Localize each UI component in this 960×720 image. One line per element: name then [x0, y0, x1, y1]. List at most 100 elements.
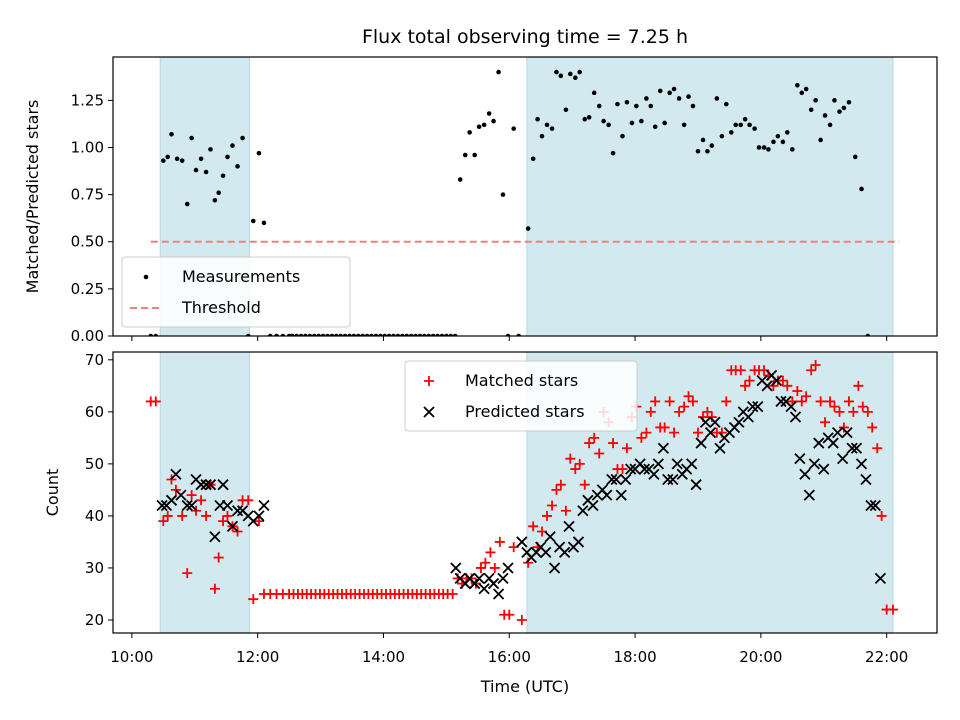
- measurements-point: [184, 201, 190, 207]
- x-tick-label: 10:00: [110, 648, 153, 666]
- measurements-point: [511, 126, 516, 131]
- matched-stars-point: [862, 406, 873, 417]
- y-tick-label: 0.00: [71, 327, 104, 345]
- matched-stars-point: [201, 510, 212, 521]
- matched-stars-point: [480, 557, 491, 568]
- measurements-point: [535, 116, 540, 122]
- measurements-point: [235, 164, 240, 169]
- matched-stars-point: [740, 380, 751, 391]
- matched-stars-point: [608, 438, 619, 449]
- matched-stars-point: [196, 495, 207, 506]
- y-tick-label: 60: [85, 403, 104, 421]
- matched-stars-point: [664, 396, 675, 407]
- predicted-stars-point: [648, 468, 660, 480]
- predicted-stars-point: [695, 437, 707, 449]
- y-tick-label: 40: [85, 507, 104, 525]
- matched-stars-point: [158, 516, 169, 527]
- measurements-point: [652, 124, 658, 130]
- measurements-point: [690, 103, 696, 109]
- matched-stars-point: [508, 542, 519, 553]
- matched-stars-point: [887, 604, 898, 615]
- measurements-point: [208, 147, 213, 152]
- matched-stars-point: [687, 396, 698, 407]
- measurements-point: [203, 169, 209, 175]
- predicted-stars-point: [540, 546, 552, 558]
- matched-stars-point: [674, 406, 685, 417]
- bottom-panel: 20 30 40 50 60 70 10:00 12:00 14:00 16:00 18:00 20:…: [43, 351, 938, 666]
- matched-stars-point: [186, 490, 197, 501]
- matched-stars-point: [523, 557, 534, 568]
- measurements-point: [610, 150, 616, 156]
- matched-stars-point: [542, 510, 553, 521]
- legend-label: Measurements: [182, 267, 300, 286]
- matched-stars-point: [560, 505, 571, 516]
- matched-stars-point: [494, 536, 505, 547]
- measurements-point: [591, 90, 597, 96]
- predicted-stars-point: [699, 416, 712, 428]
- measurements-point: [695, 148, 701, 154]
- matched-stars-point: [447, 588, 458, 599]
- predicted-stars-point: [181, 499, 193, 512]
- predicted-stars-point: [170, 468, 182, 480]
- predicted-stars-point: [544, 531, 556, 543]
- y-tick-label: 0.25: [71, 280, 104, 298]
- matched-stars-point: [857, 401, 868, 412]
- measurements-point: [549, 126, 555, 131]
- measurements-point: [841, 105, 847, 111]
- measurements-point: [629, 120, 635, 126]
- matched-stars-point: [735, 365, 746, 376]
- predicted-stars-point: [818, 463, 830, 475]
- measurements-point: [803, 86, 809, 92]
- matched-stars-point: [810, 360, 821, 371]
- matched-stars-point: [834, 406, 845, 417]
- matched-stars-point: [617, 464, 628, 475]
- matched-stars-point: [177, 510, 188, 521]
- measurements-point: [686, 94, 691, 99]
- y-tick-label: 70: [85, 351, 104, 369]
- predicted-stars-point: [813, 437, 825, 449]
- matched-stars-point: [536, 526, 547, 537]
- measurements-point: [230, 143, 235, 148]
- predicted-stars-point: [502, 562, 514, 574]
- measurements-point: [476, 124, 482, 130]
- matched-stars-point: [645, 406, 656, 417]
- predicted-stars-point: [204, 479, 217, 491]
- measurements-point: [766, 147, 771, 152]
- y-tick-label: 50: [85, 455, 104, 473]
- predicted-stars-point: [625, 463, 637, 475]
- measurements-point: [784, 130, 790, 135]
- predicted-stars-point: [770, 374, 783, 387]
- predicted-stars-point: [808, 458, 820, 470]
- measurements-point: [582, 116, 588, 122]
- y-tick-label: 30: [85, 559, 104, 577]
- matched-stars-point: [209, 583, 220, 594]
- measurements-point: [733, 122, 739, 128]
- predicted-stars-point: [200, 479, 212, 491]
- matched-stars-point: [579, 479, 590, 490]
- matched-stars-point: [516, 614, 527, 625]
- predicted-stars-point: [865, 499, 877, 512]
- legend-label: Predicted stars: [465, 402, 585, 421]
- measurements-point: [212, 197, 218, 203]
- measurements-point: [624, 99, 630, 105]
- predicted-stars-point: [709, 416, 721, 428]
- matched-stars-point: [574, 458, 585, 469]
- measurements-point: [558, 73, 564, 79]
- measurements-point: [723, 101, 729, 107]
- matched-stars-point: [621, 443, 632, 454]
- measurements-point: [586, 115, 592, 120]
- predicted-stars-point: [217, 479, 229, 491]
- measurements-point: [165, 154, 171, 160]
- measurements-point: [240, 135, 245, 141]
- matched-stars-point: [872, 443, 883, 454]
- matched-stars-point: [570, 464, 581, 475]
- matched-stars-point: [551, 484, 562, 495]
- measurements-point: [742, 116, 748, 122]
- measurements-point: [481, 122, 487, 128]
- predicted-stars-point: [742, 411, 754, 423]
- predicted-stars-point: [775, 395, 787, 408]
- predicted-stars-point: [195, 479, 207, 491]
- measurements-point: [577, 69, 583, 75]
- measurements-point: [761, 145, 767, 150]
- predicted-stars-point: [855, 458, 868, 470]
